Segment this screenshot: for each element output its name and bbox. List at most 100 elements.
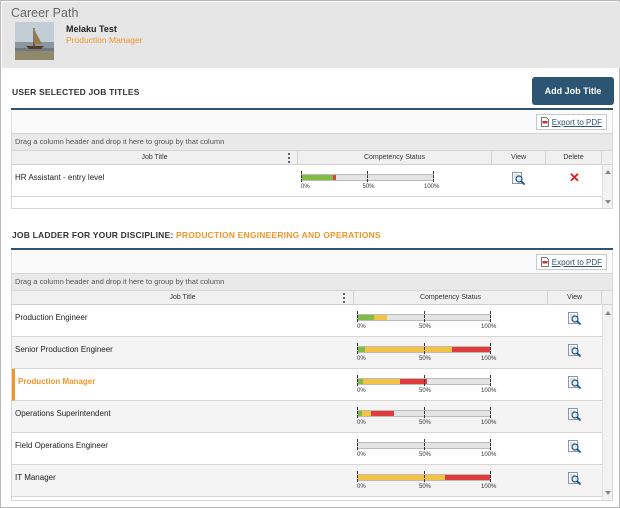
scroll-down-icon[interactable] xyxy=(605,200,611,204)
axis-label: 100% xyxy=(481,388,497,394)
axis-label: 50% xyxy=(419,356,432,362)
column-view[interactable]: View xyxy=(492,151,546,165)
axis-tick xyxy=(490,407,491,418)
boat-photo-icon xyxy=(15,22,54,60)
column-competency-status[interactable]: Competency Status xyxy=(298,151,492,165)
job-title-cell: Production Engineer xyxy=(15,313,88,322)
column-job-title-label: Job Title xyxy=(169,294,196,301)
user-name: Melaku Test xyxy=(66,24,117,34)
profile-header: Career Path Melaku Test Production Manag… xyxy=(2,2,620,68)
table-row[interactable]: HR Assistant - entry level 0% 50% 100% ✕ xyxy=(12,165,602,197)
axis-label: 0% xyxy=(357,388,366,394)
competency-segment-partial xyxy=(373,315,388,320)
competency-segment-met xyxy=(358,315,374,320)
add-job-title-button[interactable]: Add Job Title xyxy=(532,77,614,105)
table-row[interactable]: Operations Superintendent 0% 50% 100% xyxy=(12,401,602,433)
kebab-menu-icon[interactable] xyxy=(287,153,290,163)
axis-label: 100% xyxy=(481,420,497,426)
scroll-down-icon[interactable] xyxy=(605,491,611,495)
axis-tick xyxy=(367,171,368,182)
export-pdf-button[interactable]: Export to PDF xyxy=(535,254,607,270)
delete-icon[interactable]: ✕ xyxy=(569,170,580,185)
axis-tick xyxy=(357,471,358,482)
axis-tick xyxy=(433,171,434,182)
grid-header: Job Title Competency Status View xyxy=(12,291,612,305)
competency-segment-partial xyxy=(358,475,446,480)
competency-segment-gap xyxy=(445,475,490,480)
competency-segment-met xyxy=(358,379,364,384)
group-drop-area[interactable]: Drag a column header and drop it here to… xyxy=(11,273,613,291)
axis-tick xyxy=(490,375,491,386)
axis-tick xyxy=(357,375,358,386)
scroll-up-icon[interactable] xyxy=(605,170,611,174)
view-icon[interactable] xyxy=(568,344,582,358)
discipline-name: PRODUCTION ENGINEERING AND OPERATIONS xyxy=(175,230,381,240)
axis-label: 0% xyxy=(357,484,366,490)
view-icon[interactable] xyxy=(568,440,582,454)
section-divider xyxy=(11,248,613,250)
avatar xyxy=(15,22,54,60)
grid-scrollbar[interactable] xyxy=(602,305,612,500)
selected-jobs-section-title: USER SELECTED JOB TITLES xyxy=(12,87,140,97)
view-icon[interactable] xyxy=(568,312,582,326)
competency-segment-partial xyxy=(361,411,372,416)
user-role: Production Manager xyxy=(66,35,143,45)
axis-label: 0% xyxy=(357,356,366,362)
competency-segment-gap xyxy=(333,175,337,180)
page-title: Career Path xyxy=(11,6,79,20)
scroll-up-icon[interactable] xyxy=(605,311,611,315)
job-title-cell: Field Operations Engineer xyxy=(15,441,108,450)
column-job-title[interactable]: Job Title xyxy=(12,151,298,165)
axis-tick xyxy=(357,343,358,354)
kebab-menu-icon[interactable] xyxy=(342,293,345,303)
axis-label: 50% xyxy=(419,452,432,458)
axis-tick xyxy=(423,375,425,386)
job-title-cell: HR Assistant - entry level xyxy=(15,173,105,182)
view-icon[interactable] xyxy=(568,376,582,390)
column-job-title[interactable]: Job Title xyxy=(12,291,354,305)
column-view[interactable]: View xyxy=(548,291,602,305)
job-ladder-section-title: JOB LADDER FOR YOUR DISCIPLINE: PRODUCTI… xyxy=(12,230,381,240)
export-pdf-button[interactable]: Export to PDF xyxy=(535,114,607,130)
competency-segment-gap xyxy=(451,347,490,352)
competency-segment-met xyxy=(358,411,362,416)
axis-label: 100% xyxy=(481,324,497,330)
axis-label: 100% xyxy=(424,184,440,190)
selected-jobs-grid: Job Title Competency Status View Delete … xyxy=(11,151,613,209)
column-competency-label: Competency Status xyxy=(363,154,426,161)
view-icon[interactable] xyxy=(568,408,582,422)
view-icon[interactable] xyxy=(568,472,582,486)
axis-tick xyxy=(301,171,302,182)
axis-label: 0% xyxy=(301,184,310,190)
axis-tick xyxy=(357,407,358,418)
column-delete[interactable]: Delete xyxy=(546,151,602,165)
ladder-grid-toolbar: Export to PDF xyxy=(11,251,613,273)
axis-tick xyxy=(423,407,425,418)
export-pdf-label: Export to PDF xyxy=(551,117,602,127)
table-row[interactable]: Field Operations Engineer 0% 50% 100% xyxy=(12,433,602,465)
competency-segment-met xyxy=(302,175,334,180)
pdf-document-icon xyxy=(540,257,549,267)
axis-label: 0% xyxy=(357,324,366,330)
axis-tick xyxy=(423,311,425,322)
grid-scrollbar[interactable] xyxy=(602,165,612,208)
competency-segment-gap xyxy=(371,411,394,416)
table-row[interactable]: Production Engineer 0% 50% 100% xyxy=(12,305,602,337)
table-row[interactable]: Production Manager 0% 50% 100% xyxy=(12,369,602,401)
axis-label: 50% xyxy=(362,184,375,190)
column-job-title-label: Job Title xyxy=(141,154,168,161)
axis-label: 50% xyxy=(419,420,432,426)
axis-tick xyxy=(423,343,425,354)
view-icon[interactable] xyxy=(512,172,526,186)
table-row[interactable]: IT Manager 0% 50% 100% xyxy=(12,465,602,497)
competency-segment-partial xyxy=(363,379,401,384)
competency-segment-met xyxy=(358,347,365,352)
table-row[interactable]: Senior Production Engineer 0% 50% 100% xyxy=(12,337,602,369)
section-divider xyxy=(11,108,613,110)
group-drop-area[interactable]: Drag a column header and drop it here to… xyxy=(11,133,613,151)
column-competency-status[interactable]: Competency Status xyxy=(354,291,548,305)
competency-segment-partial xyxy=(364,347,452,352)
column-view-label: View xyxy=(566,294,583,301)
job-title-cell: Senior Production Engineer xyxy=(15,345,113,354)
